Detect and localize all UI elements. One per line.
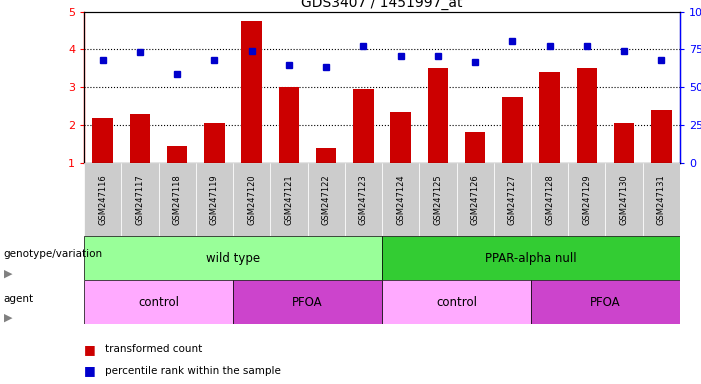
Bar bbox=[465, 132, 485, 163]
FancyBboxPatch shape bbox=[456, 163, 494, 236]
Bar bbox=[353, 89, 374, 163]
Text: genotype/variation: genotype/variation bbox=[4, 249, 102, 260]
Text: control: control bbox=[138, 296, 179, 309]
Text: percentile rank within the sample: percentile rank within the sample bbox=[105, 366, 281, 376]
Text: GSM247128: GSM247128 bbox=[545, 174, 554, 225]
FancyBboxPatch shape bbox=[606, 163, 643, 236]
Text: ■: ■ bbox=[84, 364, 96, 377]
Bar bbox=[614, 123, 634, 163]
Text: ▶: ▶ bbox=[4, 268, 12, 279]
Bar bbox=[502, 97, 523, 163]
Text: PPAR-alpha null: PPAR-alpha null bbox=[485, 252, 577, 265]
Bar bbox=[204, 123, 225, 163]
Text: GSM247123: GSM247123 bbox=[359, 174, 368, 225]
FancyBboxPatch shape bbox=[84, 236, 382, 280]
FancyBboxPatch shape bbox=[233, 280, 382, 324]
Bar bbox=[428, 68, 448, 163]
Text: ■: ■ bbox=[84, 343, 96, 356]
Text: GSM247121: GSM247121 bbox=[285, 174, 294, 225]
Bar bbox=[316, 148, 336, 163]
FancyBboxPatch shape bbox=[84, 163, 121, 236]
Text: GSM247125: GSM247125 bbox=[433, 174, 442, 225]
FancyBboxPatch shape bbox=[308, 163, 345, 236]
Text: GSM247131: GSM247131 bbox=[657, 174, 666, 225]
FancyBboxPatch shape bbox=[382, 163, 419, 236]
FancyBboxPatch shape bbox=[569, 163, 606, 236]
FancyBboxPatch shape bbox=[196, 163, 233, 236]
FancyBboxPatch shape bbox=[271, 163, 308, 236]
FancyBboxPatch shape bbox=[345, 163, 382, 236]
FancyBboxPatch shape bbox=[419, 163, 456, 236]
Bar bbox=[279, 88, 299, 163]
Text: GSM247118: GSM247118 bbox=[172, 174, 182, 225]
FancyBboxPatch shape bbox=[494, 163, 531, 236]
Text: agent: agent bbox=[4, 293, 34, 304]
Text: transformed count: transformed count bbox=[105, 344, 203, 354]
Text: GSM247116: GSM247116 bbox=[98, 174, 107, 225]
Text: GSM247129: GSM247129 bbox=[583, 174, 592, 225]
Text: GSM247120: GSM247120 bbox=[247, 174, 256, 225]
FancyBboxPatch shape bbox=[531, 280, 680, 324]
FancyBboxPatch shape bbox=[382, 236, 680, 280]
FancyBboxPatch shape bbox=[158, 163, 196, 236]
FancyBboxPatch shape bbox=[382, 280, 531, 324]
Text: wild type: wild type bbox=[206, 252, 260, 265]
FancyBboxPatch shape bbox=[84, 280, 233, 324]
Text: ▶: ▶ bbox=[4, 313, 12, 323]
FancyBboxPatch shape bbox=[643, 163, 680, 236]
FancyBboxPatch shape bbox=[233, 163, 271, 236]
Bar bbox=[130, 114, 150, 163]
Text: GSM247126: GSM247126 bbox=[470, 174, 479, 225]
Bar bbox=[241, 21, 262, 163]
Text: GSM247130: GSM247130 bbox=[620, 174, 629, 225]
Bar bbox=[93, 118, 113, 163]
Text: GSM247117: GSM247117 bbox=[135, 174, 144, 225]
Text: GSM247127: GSM247127 bbox=[508, 174, 517, 225]
Bar bbox=[539, 72, 560, 163]
Bar bbox=[167, 146, 187, 163]
Text: GSM247122: GSM247122 bbox=[322, 174, 331, 225]
Bar bbox=[390, 112, 411, 163]
Bar bbox=[651, 110, 672, 163]
FancyBboxPatch shape bbox=[121, 163, 158, 236]
Text: PFOA: PFOA bbox=[590, 296, 621, 309]
Text: PFOA: PFOA bbox=[292, 296, 323, 309]
Bar bbox=[577, 68, 597, 163]
Text: GSM247124: GSM247124 bbox=[396, 174, 405, 225]
Text: GSM247119: GSM247119 bbox=[210, 174, 219, 225]
Title: GDS3407 / 1451997_at: GDS3407 / 1451997_at bbox=[301, 0, 463, 10]
Text: control: control bbox=[436, 296, 477, 309]
FancyBboxPatch shape bbox=[531, 163, 569, 236]
